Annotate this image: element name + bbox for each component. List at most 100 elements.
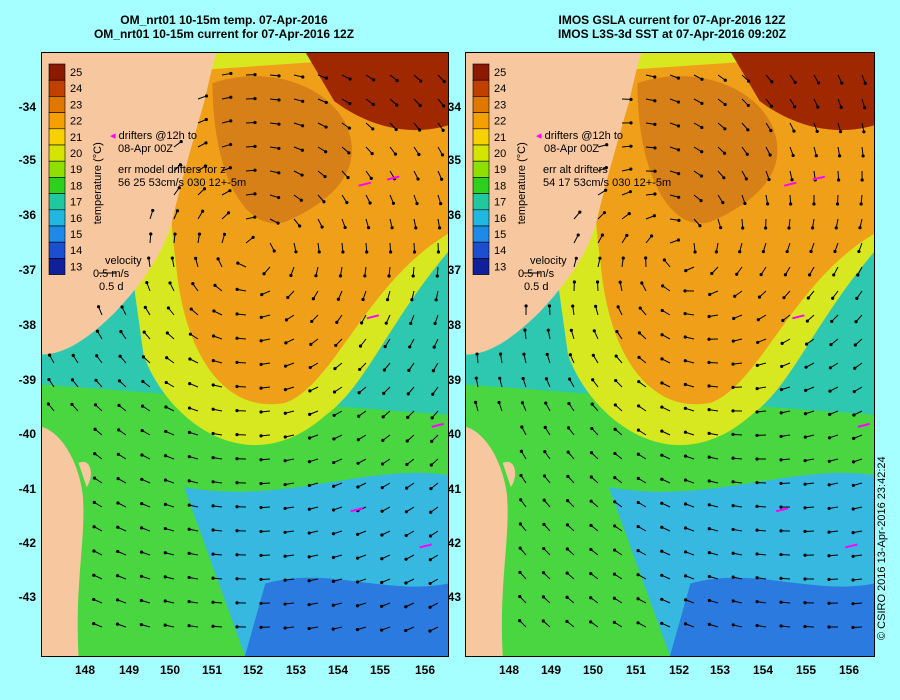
current-arrowhead [283,388,287,392]
current-arrowhead [92,500,96,505]
current-arrowhead [629,167,633,171]
current-arrowhead [803,506,807,510]
current-arrowhead [637,331,642,335]
current-arrowhead [676,172,681,176]
current-arrowhead [415,201,419,206]
current-arrowhead [759,272,763,277]
current-arrowhead [163,478,168,482]
current-arrowhead [283,530,287,534]
lat-label: -42 [18,536,36,550]
colorbar-swatch [472,96,490,113]
left-title: OM_nrt01 10-15m temp. 07-Apr-2016 OM_nrt… [14,13,434,41]
current-arrowhead [95,354,99,358]
current-arrowhead [440,177,444,181]
current-arrowhead [168,281,172,285]
current-arrowhead [307,531,311,535]
current-arrowhead [756,318,760,322]
ocean-eddy-core [637,76,778,224]
current-arrowhead [322,200,326,204]
current-arrowhead [756,340,760,345]
left-drifters-line2: 08-Apr 00Z [118,143,174,155]
current-arrowhead [139,526,144,530]
current-arrowhead [163,599,167,603]
current-arrowhead [331,627,335,631]
current-arrowhead [755,600,759,604]
colorbar-tick-label: 17 [494,197,506,209]
current-arrowhead [405,462,409,467]
current-arrowhead [827,554,831,558]
colorbar-tick-label: 16 [494,213,506,225]
current-arrowhead [629,144,633,148]
current-arrowhead [816,81,821,85]
lat-label: -37 [18,263,36,277]
current-arrowhead [627,212,631,216]
colorbar-swatch [48,63,66,81]
current-arrowhead [92,549,96,553]
current-arrowhead [289,273,293,278]
current-arrowhead [357,414,361,418]
current-arrowhead [803,529,807,534]
current-arrowhead [707,598,711,603]
current-arrowhead [283,506,287,511]
current-arrowhead [738,250,742,254]
current-arrowhead [677,195,681,199]
current-arrowhead [612,620,616,624]
current-arrowhead [602,211,606,215]
current-arrowhead [859,202,863,206]
drifter-track [386,175,400,181]
lat-label: -40 [18,427,36,441]
current-arrowhead [637,355,641,359]
current-arrowhead [863,106,867,110]
current-arrowhead [851,625,855,630]
current-arrowhead [356,485,360,489]
current-arrowhead [827,577,831,582]
current-arrowhead [187,503,191,507]
current-arrowhead [683,598,688,602]
current-arrowhead [838,130,843,134]
current-arrowhead [300,124,305,128]
current-arrowhead [308,412,312,417]
left-err-line1: err model drifters for z [118,164,226,176]
land-tasmania [466,426,508,656]
drifter-track [783,181,797,187]
colorbar-tick-label: 22 [494,116,506,128]
current-arrowhead [283,364,288,368]
current-arrowhead [519,498,523,502]
current-arrowhead [854,320,858,324]
current-arrowhead [314,274,318,278]
current-arrowhead [731,385,735,389]
current-arrowhead [433,321,437,326]
current-arrowhead [345,200,349,205]
current-arrowhead [595,280,600,284]
current-arrowhead [407,368,411,373]
current-arrowhead [341,250,345,254]
current-arrowhead [118,354,122,358]
drifter-track [419,543,432,549]
current-arrowhead [542,546,546,551]
current-arrowhead [369,176,373,180]
current-arrowhead [283,626,287,630]
current-arrowhead [259,339,263,343]
current-arrowhead [348,77,352,81]
current-arrowhead [851,554,855,558]
current-arrowhead [683,312,687,316]
current-arrowhead [411,274,415,278]
land-island [502,461,516,488]
current-arrowhead [235,312,239,316]
current-arrowhead [636,500,640,505]
current-arrowhead [628,190,632,194]
current-arrowhead [829,343,833,347]
current-arrowhead [574,256,578,260]
current-arrowhead [636,428,641,432]
right-title: IMOS GSLA current for 07-Apr-2016 12Z IM… [462,13,882,41]
current-arrowhead [92,476,97,480]
current-arrowhead [307,460,312,464]
current-arrowhead [235,481,239,485]
current-arrowhead [418,128,422,132]
current-arrowhead [151,208,155,213]
current-arrowhead [300,148,304,152]
current-arrowhead [436,250,441,254]
current-arrowhead [707,314,711,319]
current-arrowhead [614,378,618,383]
colorbar-tick-label: 17 [70,197,82,209]
